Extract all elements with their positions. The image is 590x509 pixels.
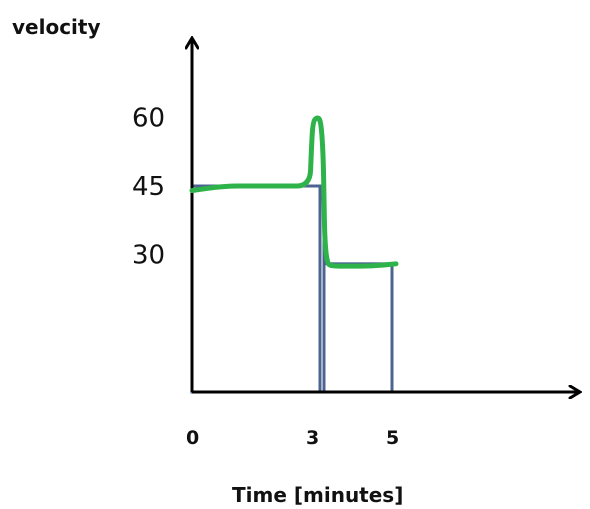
y-tick-label-30: 30 [132, 241, 165, 271]
rectangle-2 [322, 262, 394, 394]
x-tick-label-3: 3 [306, 427, 319, 449]
x-tick-label-5: 5 [386, 427, 399, 449]
tick-labels-layer: 30 45 60 0 3 5 [132, 103, 399, 449]
axes-layer [192, 40, 578, 392]
y-tick-label-45: 45 [132, 172, 165, 202]
rectangles-layer [190, 184, 394, 394]
x-axis-title: Time [minutes] [232, 483, 403, 507]
y-axis-title: velocity [12, 15, 101, 39]
x-tick-label-0: 0 [186, 427, 199, 449]
rectangle-1 [190, 184, 322, 394]
velocity-curve-1 [189, 115, 399, 269]
y-tick-label-60: 60 [132, 103, 165, 133]
curve-layer [189, 115, 399, 269]
